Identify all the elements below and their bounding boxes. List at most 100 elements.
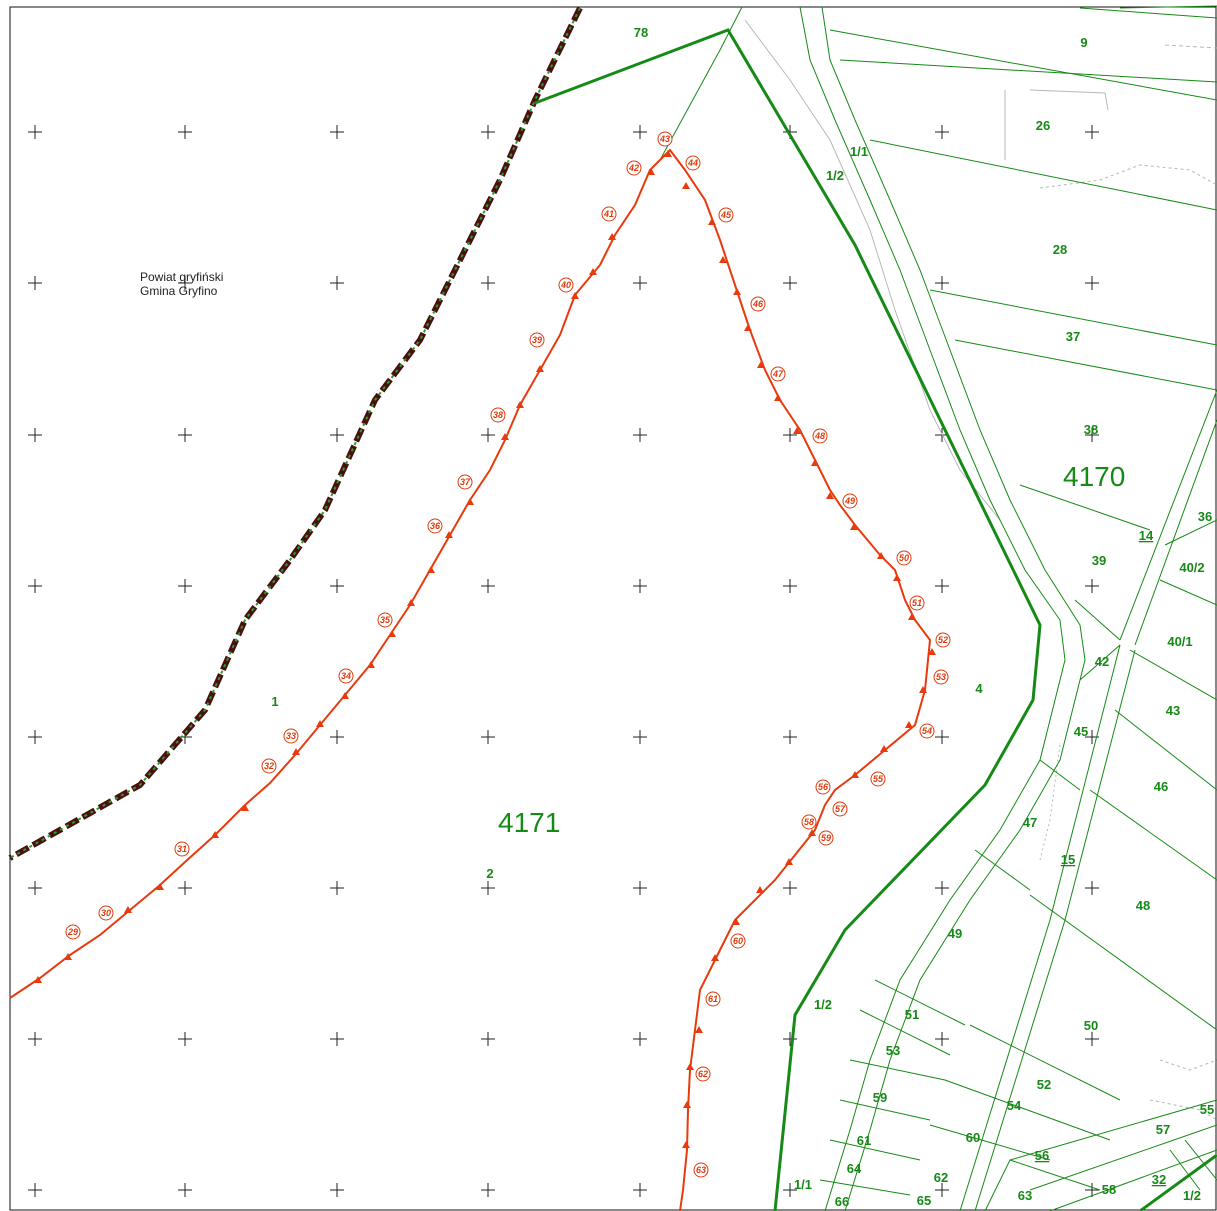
grid-cross <box>28 1183 42 1197</box>
boundary-point-label: 58 <box>804 817 814 827</box>
parcel-number: 64 <box>847 1161 862 1176</box>
grid-cross <box>330 276 344 290</box>
parcel-number: 60 <box>966 1130 980 1145</box>
boundary-point-marker <box>695 1066 711 1082</box>
grid-cross <box>28 730 42 744</box>
survey-boundary-line <box>9 148 932 1211</box>
boundary-direction-marker <box>427 566 435 573</box>
parcel-number: 46 <box>1154 779 1168 794</box>
boundary-direction-marker <box>774 394 782 401</box>
boundary-point-marker <box>558 277 574 293</box>
boundary-point-label: 38 <box>493 410 503 420</box>
boundary-point-label: 29 <box>67 927 78 937</box>
boundary-point-marker <box>377 612 393 628</box>
parcel-number: 36 <box>1198 509 1212 524</box>
boundary-direction-marker <box>682 1141 690 1148</box>
boundary-point-label: 40 <box>560 280 571 290</box>
boundary-point-marker <box>693 1162 709 1178</box>
boundary-points: 29 30 31 32 33 34 35 36 37 38 39 40 41 42 43 44 45 46 47 48… <box>34 131 951 1178</box>
boundary-direction-marker <box>686 1063 694 1070</box>
parcel-number: 78 <box>634 25 648 40</box>
parcel-number: 1/2 <box>826 168 844 183</box>
grid-cross <box>28 276 42 290</box>
boundary-point-label: 52 <box>938 635 948 645</box>
boundary-point-label: 54 <box>922 726 932 736</box>
boundary-direction-marker <box>682 182 690 189</box>
parcel-number: 43 <box>1166 703 1180 718</box>
parcel-number: 53 <box>886 1043 900 1058</box>
grid-cross <box>481 276 495 290</box>
grid-cross <box>783 1183 797 1197</box>
parcel-number: 39 <box>1092 553 1106 568</box>
parcel-number: 65 <box>917 1193 931 1208</box>
boundary-direction-marker <box>388 630 396 637</box>
parcel-number: 42 <box>1095 654 1109 669</box>
boundary-direction-marker <box>124 906 132 913</box>
parcel-number: 59 <box>873 1090 887 1105</box>
parcel-number: 58 <box>1102 1182 1116 1197</box>
boundary-point-marker <box>896 550 912 566</box>
grid-cross <box>783 428 797 442</box>
boundary-point-label: 62 <box>698 1069 708 1079</box>
grid-cross <box>481 1183 495 1197</box>
boundary-direction-marker <box>367 661 375 668</box>
boundary-direction-marker <box>708 218 716 225</box>
boundary-point-marker <box>818 830 834 846</box>
boundary-point-marker <box>812 428 828 444</box>
grid-cross <box>28 1032 42 1046</box>
boundary-point-label: 46 <box>752 299 764 309</box>
boundary-point-marker <box>730 933 746 949</box>
boundary-direction-marker <box>719 256 727 263</box>
boundary-direction-marker <box>732 918 740 925</box>
grid-cross <box>481 1032 495 1046</box>
boundary-direction-marker <box>316 720 324 727</box>
boundary-direction-marker <box>928 648 936 655</box>
grid-cross <box>783 276 797 290</box>
parcel-boundaries <box>659 5 1217 1211</box>
boundary-direction-marker <box>851 771 859 778</box>
parcel-number: 62 <box>934 1170 948 1185</box>
boundary-point-label: 33 <box>286 731 296 741</box>
boundary-point-label: 61 <box>708 994 718 1004</box>
boundary-direction-marker <box>241 804 249 811</box>
grid-cross <box>178 579 192 593</box>
boundary-direction-marker <box>211 831 219 838</box>
grid-cross <box>1085 428 1099 442</box>
grid-cross <box>330 125 344 139</box>
boundary-point-marker <box>457 474 473 490</box>
parcel-number: 37 <box>1066 329 1080 344</box>
parcel-number: 66 <box>835 1194 849 1209</box>
grid-cross <box>481 730 495 744</box>
boundary-point-label: 47 <box>772 369 784 379</box>
parcel-number: 15 <box>1061 852 1075 867</box>
grid-cross <box>783 1032 797 1046</box>
parcel-number: 1/1 <box>850 144 868 159</box>
boundary-point-marker <box>815 779 831 795</box>
gray-auxiliary-lines <box>744 19 1217 1121</box>
sheet-label-4171: 4171 <box>498 807 560 838</box>
boundary-point-marker <box>705 991 721 1007</box>
boundary-point-label: 32 <box>264 761 274 771</box>
boundary-point-marker <box>870 771 886 787</box>
boundary-point-marker <box>626 160 642 176</box>
boundary-direction-marker <box>407 599 415 606</box>
grid-cross <box>481 125 495 139</box>
grid-cross <box>935 125 949 139</box>
parcel-number: 50 <box>1084 1018 1098 1033</box>
boundary-direction-marker <box>908 613 916 620</box>
boundary-direction-marker <box>893 574 901 581</box>
boundary-direction-marker <box>850 523 858 530</box>
parcel-number: 63 <box>1018 1188 1032 1203</box>
grid-cross <box>481 881 495 895</box>
boundary-point-marker <box>909 595 925 611</box>
parcel-number: 1 <box>271 694 278 709</box>
grid-cross <box>481 428 495 442</box>
boundary-point-marker <box>685 155 701 171</box>
parcel-number: 55 <box>1200 1102 1214 1117</box>
boundary-point-label: 34 <box>341 671 351 681</box>
boundary-point-marker <box>657 131 673 147</box>
boundary-direction-marker <box>826 492 834 499</box>
coordinate-grid <box>28 125 1099 1197</box>
boundary-direction-marker <box>808 829 816 836</box>
boundary-point-marker <box>283 728 299 744</box>
